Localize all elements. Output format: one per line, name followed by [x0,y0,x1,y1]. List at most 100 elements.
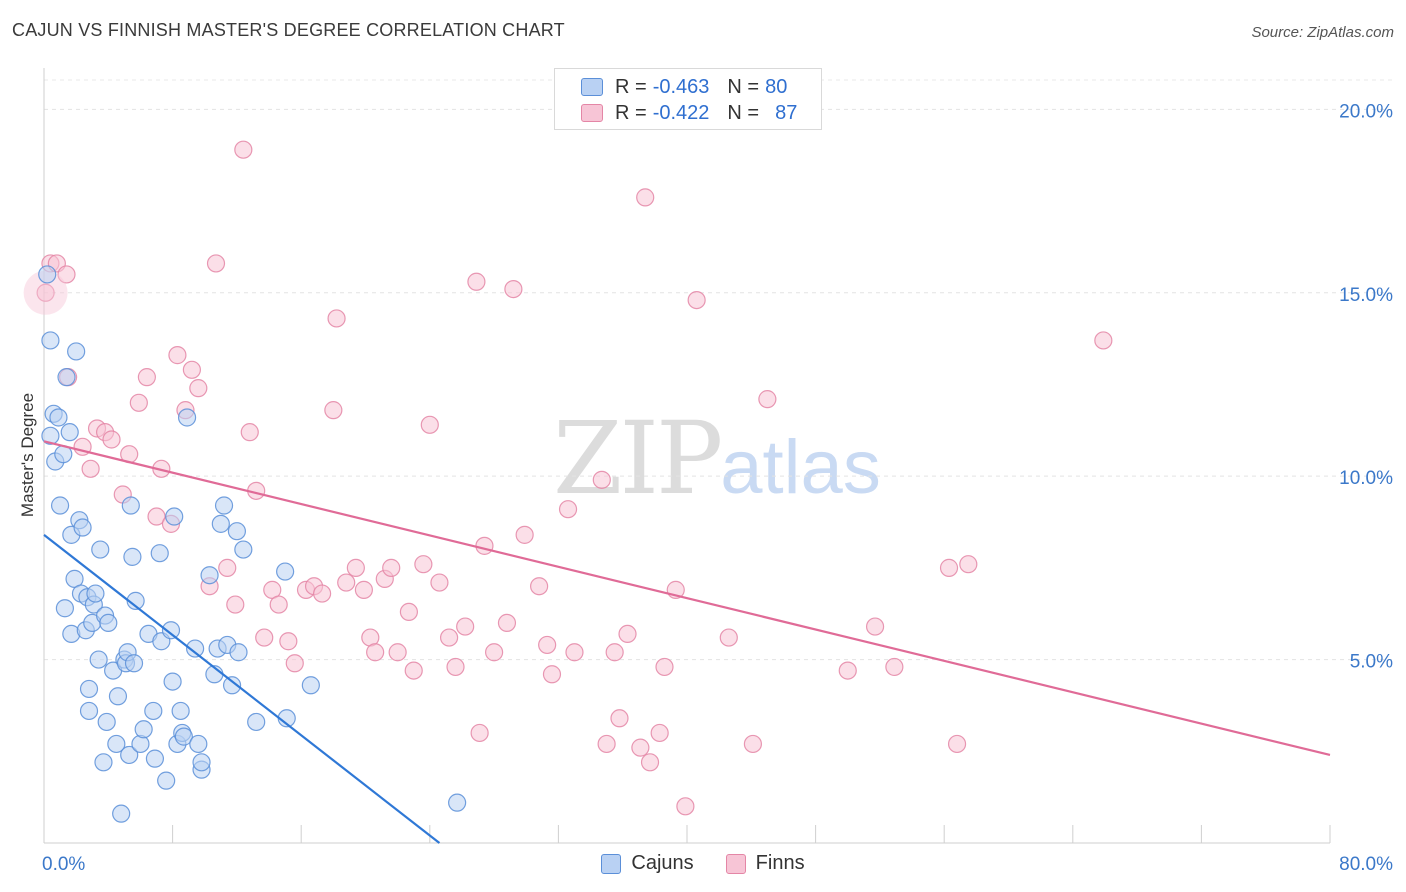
finn-point [504,279,523,299]
finn-point [255,628,274,647]
tick-labels: 5.0% 10.0% 15.0% 20.0% 0.0% 80.0% [42,101,1393,875]
finn-cluster-point [23,270,68,315]
finn-point [218,558,237,577]
finn-point [206,254,226,273]
cajun-point [55,599,74,618]
legend-swatch-pink [581,104,603,122]
finns-points [23,140,1113,816]
cajun-point [227,522,246,541]
finn-point [382,558,401,577]
finn-point [618,624,637,644]
cajun-point [247,712,266,732]
finn-point [758,390,777,409]
finn-point [719,628,738,647]
legend-n-value-cajuns: 80 [765,75,788,98]
cajun-point [79,679,99,699]
finn-point [269,595,288,614]
cajun-point [171,701,190,721]
finn-point [485,643,504,662]
grid-lines [44,79,1392,661]
legend-n-label: N = [727,101,760,124]
finn-point [366,643,385,662]
finn-point [137,368,156,387]
watermark-zip: ZIP [553,400,723,517]
finn-point [240,423,259,442]
legend-r-label: R = [615,101,647,124]
finn-point [189,379,208,398]
finn-point [947,734,967,754]
cajun-point [214,496,234,515]
cajun-point [67,342,86,361]
finn-point [636,188,655,207]
finn-point [939,558,959,577]
y-tick-label: 10.0% [1339,468,1393,489]
series-swatch-blue [601,853,622,874]
cajun-point [94,753,113,772]
cajun-point [57,368,76,387]
finn-point [420,415,439,434]
legend-row-finns: R = -0.422 N = 87 [581,101,797,125]
finn-point [57,265,76,284]
y-tick-label: 15.0% [1339,285,1393,306]
cajun-point [89,650,108,669]
finn-point [743,734,763,754]
finn-point [640,753,660,772]
cajun-point [163,672,182,691]
cajuns-points [38,265,467,823]
cajun-point [161,621,181,640]
finn-point [324,401,343,420]
series-label-cajuns: Cajuns [631,852,694,874]
cajun-point [234,540,253,559]
finn-point [558,500,578,519]
series-legend: Cajuns Finns [0,852,1406,875]
finn-point [475,536,494,555]
cajun-point [192,753,211,772]
cajun-point [131,734,150,754]
finn-point [631,738,650,757]
cajun-point [97,712,116,732]
legend-n-label: N = [727,75,760,98]
finn-point [687,290,706,310]
cajun-point [91,540,110,559]
cajun-point [99,613,118,633]
finn-point [597,734,616,754]
finn-point [354,580,373,599]
legend-r-value-cajuns: -0.463 [652,75,710,98]
cajun-point [222,676,242,695]
cajun-point [41,331,60,350]
finn-point [538,635,557,655]
cajun-point [276,562,295,581]
finn-point [404,661,423,680]
finn-point [592,470,611,489]
finn-point [182,360,201,379]
y-axis-label: Master's Degree [18,393,37,517]
cajun-point [157,771,176,790]
legend-swatch-blue [581,78,603,96]
cajun-point [189,734,208,754]
finn-point [530,577,549,596]
finn-point [865,617,885,636]
finn-point [337,573,356,592]
x-tick-label-max: 80.0% [1339,854,1393,875]
finns-trend-line [43,440,1331,757]
cajun-point [112,804,131,823]
finn-point [838,661,857,680]
finn-point [129,393,148,412]
y-tick-label: 20.0% [1339,101,1393,122]
cajuns-trend-line [43,533,441,844]
legend-r-label: R = [615,75,647,98]
cajun-point [86,584,105,603]
cajun-point [73,518,92,537]
finn-point [430,573,449,592]
finn-point [234,140,253,159]
legend-r-value-finns: -0.422 [652,101,710,124]
cajun-point [145,749,165,768]
finn-point [226,595,245,614]
finn-point [650,723,669,743]
finn-point [470,723,489,743]
finn-point [467,272,486,291]
finn-point [81,459,100,478]
y-tick-label: 5.0% [1350,652,1393,673]
finn-point [414,555,433,574]
